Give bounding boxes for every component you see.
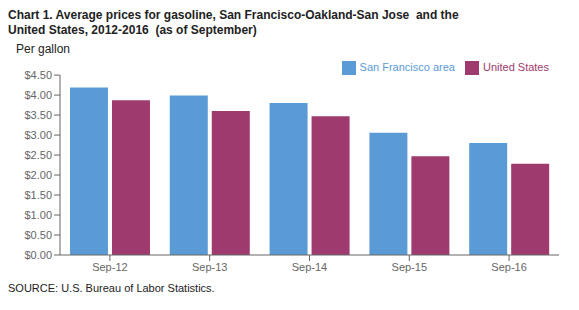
html-text:Chart 1. Average prices for ga: Chart 1. Average prices for gasoline, Sa…: [8, 8, 459, 22]
svg-text:$2.50: $2.50: [24, 149, 52, 161]
svg-text:$3.50: $3.50: [24, 109, 52, 121]
html-text:Per gallon: Per gallon: [16, 42, 70, 56]
svg-text:$1.50: $1.50: [24, 189, 52, 201]
html-text:United States, 2012-2016 (as o: United States, 2012-2016 (as of Septembe…: [8, 23, 257, 37]
html-text:San Francisco area: San Francisco area: [359, 61, 455, 73]
svg-text:Sep-14: Sep-14: [292, 261, 327, 273]
svg-text:Sep-15: Sep-15: [392, 261, 427, 273]
svg-text:Sep-12: Sep-12: [92, 261, 127, 273]
svg-text:$0.00: $0.00: [24, 249, 52, 261]
svg-text:Sep-13: Sep-13: [192, 261, 227, 273]
html-text:United States: United States: [483, 61, 549, 73]
html-text:SOURCE: U.S. Bureau of Labor S: SOURCE: U.S. Bureau of Labor Statistics.: [8, 282, 215, 294]
svg-text:$4.50: $4.50: [24, 69, 52, 81]
svg-text:$2.00: $2.00: [24, 169, 52, 181]
svg-text:$1.00: $1.00: [24, 209, 52, 221]
svg-text:$4.00: $4.00: [24, 89, 52, 101]
svg-text:$3.00: $3.00: [24, 129, 52, 141]
svg-text:$0.50: $0.50: [24, 229, 52, 241]
svg-text:Sep-16: Sep-16: [491, 261, 526, 273]
